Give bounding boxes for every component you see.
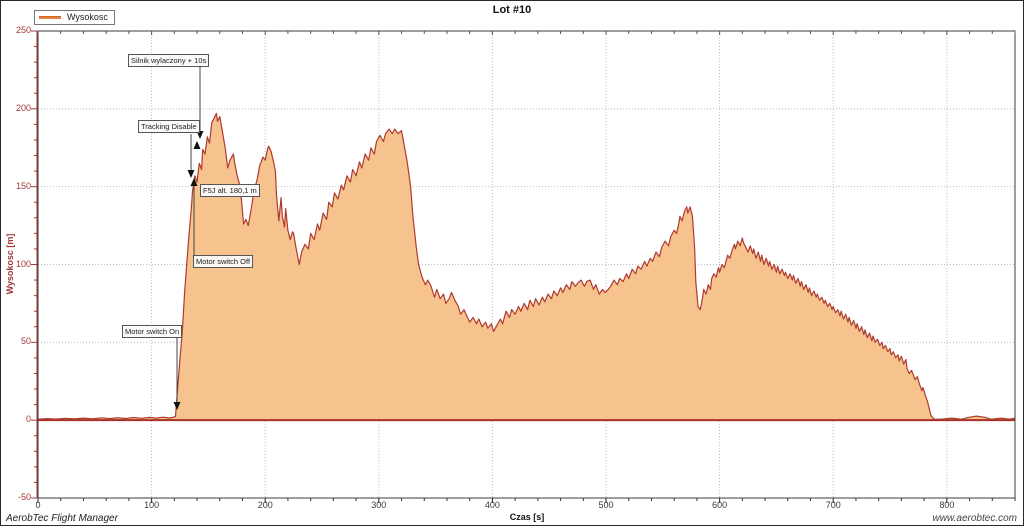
annotation-box: Silnik wylaczony + 10s — [128, 54, 210, 67]
y-tick-label: 100 — [15, 258, 31, 269]
annotation-arrow — [193, 141, 201, 149]
annotation-box: Motor switch On — [122, 325, 183, 338]
annotation-arrow — [173, 402, 181, 410]
annotation-box: F5J alt. 180,1 m — [200, 184, 260, 197]
y-tick-label: 0 — [25, 414, 31, 425]
x-tick-label: 200 — [257, 500, 273, 510]
y-tick-label: 150 — [15, 180, 31, 191]
plot-border — [37, 30, 1016, 499]
x-tick-label: 100 — [144, 500, 160, 510]
footer-website: www.aerobtec.com — [932, 513, 1017, 524]
y-tick-label: 50 — [20, 336, 31, 347]
legend-line-swatch — [39, 16, 61, 19]
annotation-arrow — [187, 170, 195, 178]
footer-app-name: AerobTec Flight Manager — [6, 513, 118, 524]
x-tick-label: 700 — [825, 500, 841, 510]
y-axis-title: Wysokosc [m] — [5, 233, 15, 295]
annotation-box: Tracking Disable — [138, 120, 200, 133]
x-tick-label: 300 — [371, 500, 387, 510]
altitude-area — [38, 113, 1015, 421]
x-tick-label: 600 — [712, 500, 728, 510]
annotation-box: Motor switch Off — [193, 255, 254, 268]
x-tick-label: 800 — [939, 500, 955, 510]
x-tick-label: 500 — [598, 500, 614, 510]
legend: Wysokosc — [34, 10, 115, 25]
x-tick-label: 400 — [484, 500, 500, 510]
altitude-curve — [37, 112, 1016, 420]
x-tick-label: 0 — [35, 500, 41, 510]
legend-label: Wysokosc — [67, 12, 108, 22]
y-tick-label: 250 — [15, 25, 31, 35]
chart-title: Lot #10 — [492, 4, 532, 16]
annotation-arrow — [190, 178, 198, 186]
y-tick-label: -50 — [17, 492, 31, 502]
x-axis-title: Czas [s] — [509, 512, 545, 522]
y-tick-label: 200 — [15, 102, 31, 113]
annotation-arrow — [196, 131, 204, 139]
